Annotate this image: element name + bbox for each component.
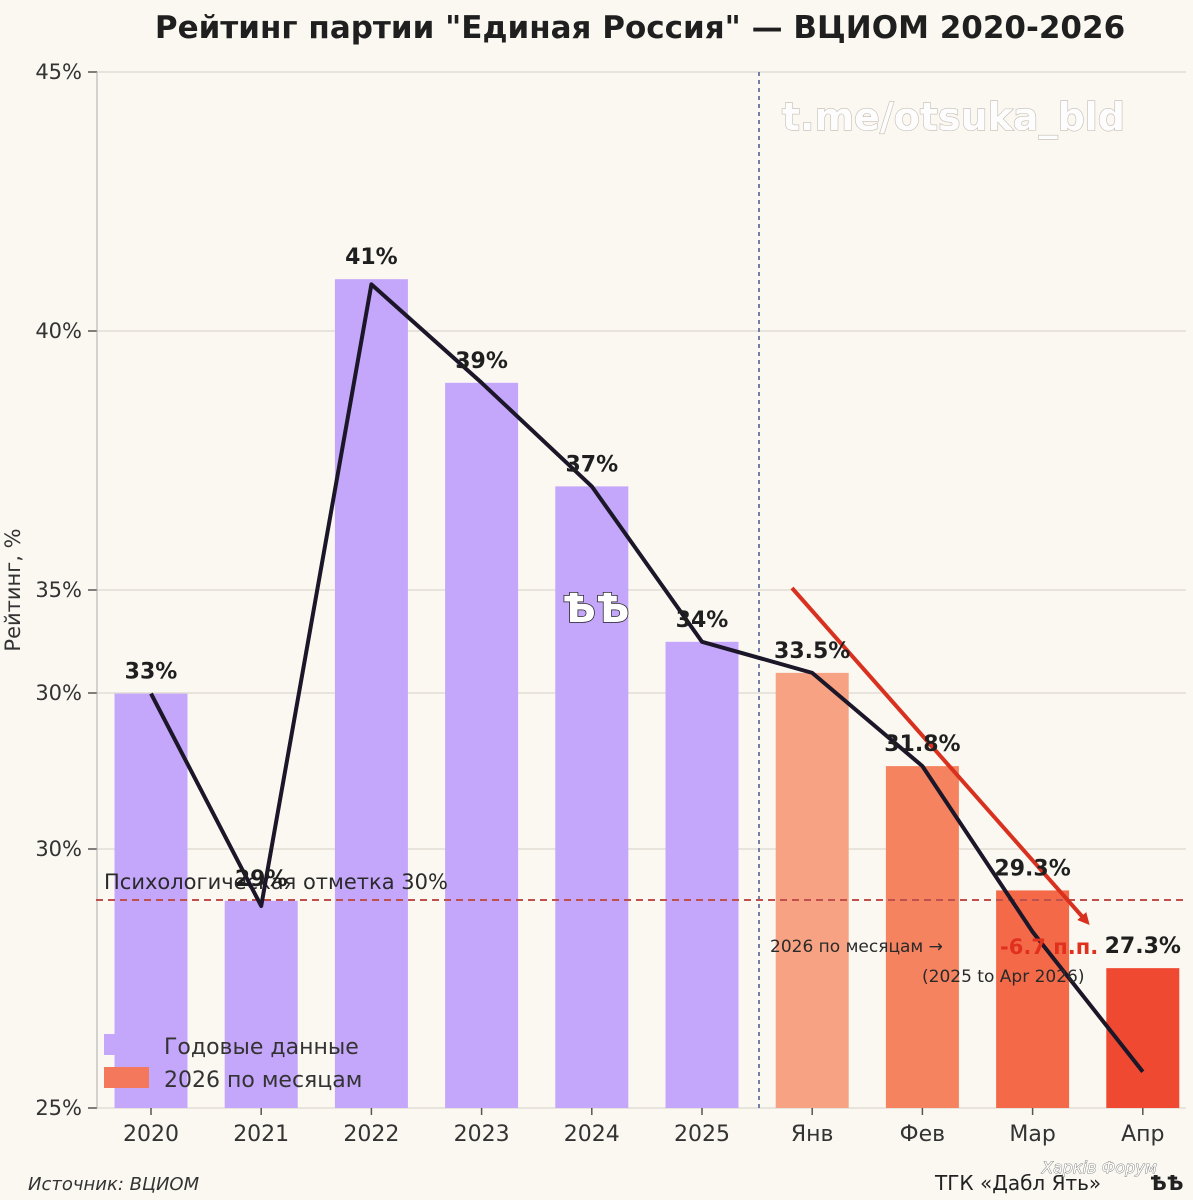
x-tick-label-Мар: Мар xyxy=(1009,1122,1055,1147)
legend-label-monthly: 2026 по месяцам xyxy=(164,1068,362,1093)
y-tick-label: 40% xyxy=(35,319,82,343)
y-tick-label: 25% xyxy=(35,1096,82,1120)
x-axis: 2020 2021 2022 2023 2024 2025 Янв Фев Мар Апр xyxy=(123,1108,1165,1147)
value-label-2023: 39% xyxy=(455,349,508,374)
x-tick-label-Янв: Янв xyxy=(791,1122,834,1147)
x-tick-label-Апр: Апр xyxy=(1121,1122,1164,1147)
y-tick-label: 30% xyxy=(35,681,82,705)
value-label-2025: 34% xyxy=(676,608,729,633)
bar-Мар xyxy=(996,890,1070,1108)
footer-channel: ТГК «Дабл Ять» xyxy=(934,1171,1101,1195)
forum-watermark: Харків Форум xyxy=(1041,1158,1157,1177)
change-annotation: -6.7 п.п. xyxy=(1000,935,1098,959)
value-label-Янв: 33.5% xyxy=(774,639,850,664)
legend-swatch-annual xyxy=(104,1034,149,1055)
bar-2022 xyxy=(334,279,408,1108)
footer-mark: ѢѢ xyxy=(1150,1171,1184,1195)
x-tick-label-2024: 2024 xyxy=(564,1122,620,1147)
legend: Годовые данные 2026 по месяцам xyxy=(104,1034,362,1093)
value-label-Мар: 29.3% xyxy=(994,856,1070,881)
y-tick-label: 45% xyxy=(35,60,82,84)
change-period-annotation: (2025 to Apr 2026) xyxy=(922,967,1084,987)
center-symbol-mark: ѢѢ xyxy=(562,586,629,632)
value-label-2020: 33% xyxy=(125,660,178,685)
value-label-Апр: 27.3% xyxy=(1105,934,1181,959)
source-note: Источник: ВЦИОМ xyxy=(28,1174,200,1195)
bar-2024 xyxy=(555,486,629,1108)
channel-watermark: t.me/otsuka_bld xyxy=(782,95,1125,139)
bar-Янв xyxy=(775,672,849,1108)
y-axis-label: Рейтинг, % xyxy=(1,528,25,651)
value-labels: 33% 29% 41% 39% 37% 34% 33.5% 31.8% 29.3% 27.3% xyxy=(125,245,1181,959)
x-tick-label-2021: 2021 xyxy=(233,1122,289,1147)
value-label-2024: 37% xyxy=(565,452,618,477)
value-label-2021: 29% xyxy=(235,867,288,892)
x-tick-label-2023: 2023 xyxy=(454,1122,510,1147)
bar-2023 xyxy=(445,382,519,1108)
bar-2021 xyxy=(224,900,298,1108)
value-label-Фев: 31.8% xyxy=(884,732,960,757)
months-annotation: 2026 по месяцам → xyxy=(770,937,943,957)
y-tick-label: 30% xyxy=(35,837,82,861)
x-tick-label-Фев: Фев xyxy=(900,1122,945,1147)
reference-line-label: Психологическая отметка 30% xyxy=(104,870,448,894)
x-tick-label-2022: 2022 xyxy=(343,1122,399,1147)
x-tick-label-2025: 2025 xyxy=(674,1122,730,1147)
bar-Фев xyxy=(885,766,959,1108)
y-tick-label: 35% xyxy=(35,578,82,602)
chart-title: Рейтинг партии "Единая Россия" — ВЦИОМ 2… xyxy=(155,10,1125,46)
x-tick-label-2020: 2020 xyxy=(123,1122,179,1147)
bar-2025 xyxy=(665,641,739,1108)
trend-line xyxy=(149,282,1145,1073)
y-axis: 25% 30% 35% 40% 45% 30% xyxy=(35,60,98,1120)
legend-label-annual: Годовые данные xyxy=(164,1035,359,1060)
value-label-2022: 41% xyxy=(345,245,398,270)
decline-arrow xyxy=(790,586,1090,925)
legend-swatch-monthly xyxy=(104,1067,149,1088)
